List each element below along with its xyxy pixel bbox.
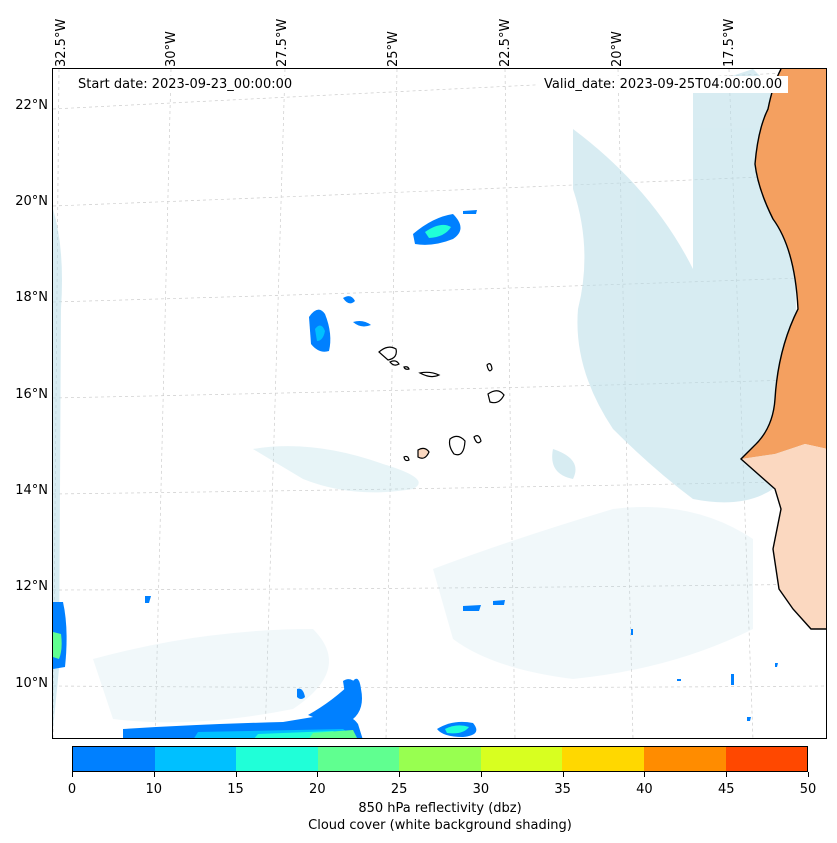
colorbar-swatch-40-45: [725, 747, 808, 771]
colorbar-swatch-10-15: [236, 747, 318, 771]
colorbar-tick-label: 30: [472, 782, 490, 797]
start-date-label: Start date: 2023-09-23_00:00:00: [72, 76, 299, 93]
colorbar-tickmark: [153, 772, 155, 777]
lat-label-22n: 22°N: [15, 98, 48, 113]
colorbar-tick-label: 40: [636, 782, 653, 797]
colorbar-tickmark: [72, 772, 73, 777]
colorbar-tick-label: 35: [554, 782, 571, 797]
colorbar-label-cloud-cover: Cloud cover (white background shading): [308, 818, 572, 833]
cape-verde-islands: [378, 346, 505, 462]
lon-label-32-5w: 32.5°W: [54, 18, 69, 67]
lon-label-20w: 20°W: [610, 31, 625, 67]
colorbar-tickmark: [726, 772, 728, 777]
land-africa: [739, 69, 826, 630]
colorbar-tick-label: 15: [227, 782, 244, 797]
colorbar-tick-label: 20: [309, 782, 326, 797]
colorbar-tick-label: 0: [67, 782, 77, 797]
colorbar-tick-label: 10: [145, 782, 163, 797]
colorbar-tickmark: [317, 772, 319, 777]
valid-date-label: Valid_date: 2023-09-25T04:00:00.00: [538, 76, 789, 93]
lat-label-16n: 16°N: [15, 387, 48, 402]
colorbar-tickmark: [399, 772, 401, 777]
lon-label-27-5w: 27.5°W: [275, 18, 290, 67]
colorbar-tick-label: 50: [799, 782, 817, 797]
colorbar-tickmark: [644, 772, 646, 777]
colorbar-swatch-20-25: [399, 747, 481, 771]
colorbar-tickmark: [480, 772, 482, 777]
colorbar-swatch-0-5: [73, 747, 155, 771]
lat-label-20n: 20°N: [15, 194, 48, 209]
colorbar-tick-label: 25: [390, 782, 408, 797]
lat-label-14n: 14°N: [15, 483, 48, 498]
cloud-cover-shading: [53, 69, 798, 729]
colorbar-swatch-35-40: [643, 747, 726, 771]
lat-label-18n: 18°N: [15, 290, 48, 305]
colorbar: [72, 746, 808, 772]
colorbar-tickmark: [562, 772, 564, 777]
map-panel[interactable]: [52, 68, 827, 739]
colorbar-tickmark: [808, 772, 809, 777]
lon-label-17-5w: 17.5°W: [722, 18, 737, 67]
lat-label-12n: 12°N: [15, 579, 48, 594]
lat-label-10n: 10°N: [15, 676, 48, 691]
colorbar-tick-label: 45: [717, 782, 735, 797]
colorbar-swatch-25-30: [480, 747, 563, 771]
lon-label-22-5w: 22.5°W: [498, 18, 513, 67]
colorbar-swatch-30-35: [562, 747, 644, 771]
lon-label-30w: 30°W: [164, 31, 179, 67]
lon-label-25w: 25°W: [386, 31, 401, 67]
colorbar-tickmark: [235, 772, 237, 777]
colorbar-swatch-5-10: [154, 747, 237, 771]
colorbar-label-reflectivity: 850 hPa reflectivity (dbz): [358, 801, 522, 816]
colorbar-swatch-15-20: [317, 747, 400, 771]
reflectivity-field: [53, 210, 778, 738]
map-canvas: [53, 69, 826, 738]
